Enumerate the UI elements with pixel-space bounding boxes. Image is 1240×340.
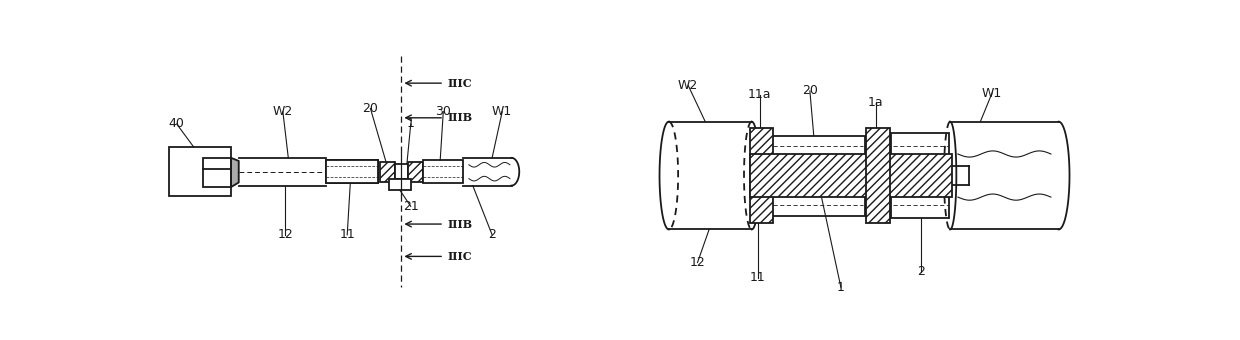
Bar bbox=[423, 160, 464, 183]
Text: 1a: 1a bbox=[868, 96, 884, 109]
Bar bbox=[379, 162, 396, 182]
Text: 12: 12 bbox=[278, 228, 293, 241]
Bar bbox=[408, 162, 423, 182]
Text: 20: 20 bbox=[362, 102, 378, 115]
Text: IIIB: IIIB bbox=[448, 219, 474, 230]
Bar bbox=[169, 147, 231, 196]
Bar bbox=[325, 160, 378, 183]
Bar bbox=[750, 128, 774, 223]
Text: IIIC: IIIC bbox=[448, 78, 472, 89]
Text: IIIB: IIIB bbox=[448, 112, 474, 123]
Text: 30: 30 bbox=[435, 105, 451, 118]
Text: 21: 21 bbox=[403, 200, 419, 213]
Bar bbox=[389, 180, 410, 190]
Polygon shape bbox=[231, 158, 238, 187]
Text: W2: W2 bbox=[273, 105, 293, 118]
Bar bbox=[396, 164, 408, 180]
Text: W2: W2 bbox=[678, 79, 698, 92]
Bar bbox=[771, 136, 866, 216]
Text: 2: 2 bbox=[916, 265, 925, 278]
Bar bbox=[750, 154, 952, 197]
Text: 12: 12 bbox=[689, 256, 706, 269]
Bar bbox=[325, 160, 378, 183]
Bar bbox=[867, 128, 890, 223]
Text: 2: 2 bbox=[489, 228, 496, 241]
Text: 40: 40 bbox=[169, 117, 185, 131]
Text: IIIC: IIIC bbox=[448, 251, 472, 262]
Text: 11: 11 bbox=[340, 228, 355, 241]
Text: W1: W1 bbox=[982, 87, 1002, 100]
Text: W1: W1 bbox=[492, 105, 512, 118]
Bar bbox=[203, 158, 231, 187]
Text: 11: 11 bbox=[750, 271, 766, 285]
Bar bbox=[892, 133, 950, 218]
Text: 1: 1 bbox=[407, 117, 414, 131]
Text: 1: 1 bbox=[837, 281, 844, 294]
Text: 11a: 11a bbox=[748, 88, 771, 101]
Text: 20: 20 bbox=[802, 84, 818, 97]
